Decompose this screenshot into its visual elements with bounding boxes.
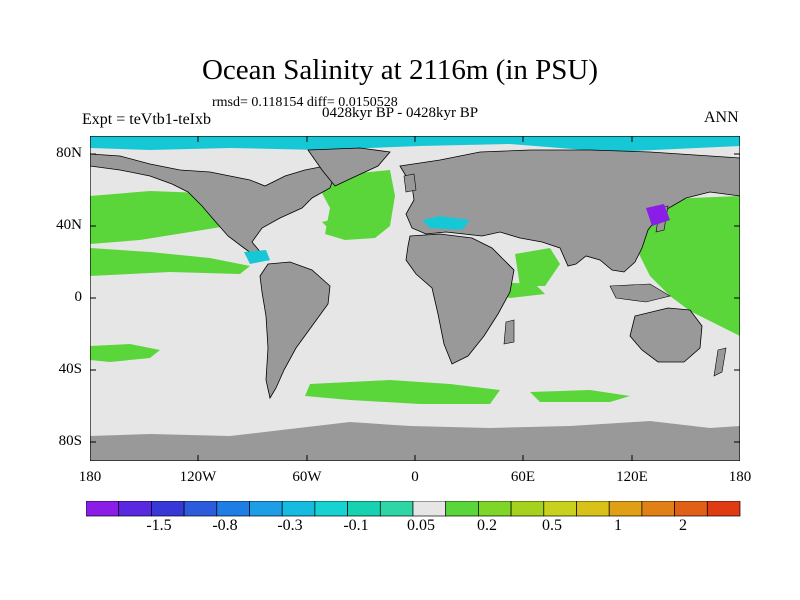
lon-label-180w: 180 [78,469,102,485]
land-indonesia [609,283,671,303]
arabian-sea-positive [515,248,560,286]
lon-label-0: 0 [411,469,419,485]
land-eurasia [399,149,740,273]
arctic-region [90,136,740,152]
colorbar-swatch [347,501,381,517]
land-north-america [90,153,336,261]
colorbar-label: -0.3 [277,517,303,534]
colorbar-swatch [706,501,741,517]
colorbar-label: 2 [679,517,687,534]
colorbar-swatch [478,501,512,517]
land-british-isles [403,173,417,193]
land-south-america [259,261,331,400]
land-madagascar [503,319,515,345]
southern-ocean-positive [305,380,500,404]
colorbar-swatch [118,501,152,517]
colorbar-label: -1.5 [146,517,172,534]
colorbar-swatch [249,501,283,517]
lon-label-120w: 120W [179,469,217,485]
land-greenland [307,147,391,187]
colorbar-swatch [608,501,643,517]
colorbar-swatch [314,501,348,517]
stats-line: rmsd= 0.118154 diff= 0.0150528 [212,95,398,110]
japan-sea-negative [646,204,670,226]
colorbar-swatch [510,501,545,517]
land-antarctica [90,421,740,461]
lon-label-180e: 180 [728,469,752,485]
south-pacific-positive [90,344,160,362]
colorbar-swatch [216,501,250,517]
mediterranean-negative [422,216,470,230]
colorbar-label: 0.2 [477,517,497,534]
colorbar [86,501,741,517]
experiment-label: Expt = teVtb1-teIxb [82,111,211,128]
southern-ocean-positive-2 [530,390,630,402]
colorbar-label: 0.5 [542,517,562,534]
colorbar-swatch [641,501,675,517]
colorbar-label: -0.1 [343,517,369,534]
colorbar-swatch [674,501,708,517]
colorbar-label: 0.05 [407,517,435,534]
colorbar-swatch [183,501,218,517]
tropical-pacific-positive [90,248,250,276]
colorbar-swatch [543,501,577,517]
period-label: 0428kyr BP - 0428kyr BP [322,105,479,121]
lon-label-120e: 120E [616,469,648,485]
colorbar-swatch [151,501,185,517]
colorbar-swatch [379,501,414,517]
colorbar-swatch [445,501,479,517]
plot-title: Ocean Salinity at 2116m (in PSU) [201,54,599,86]
lon-label-60w: 60W [292,469,322,485]
lat-label-80n: 80N [56,145,82,161]
land-africa [405,233,515,365]
colorbar-swatch [412,501,447,517]
tick-marks [90,136,740,461]
season-label: ANN [704,109,739,126]
map-svg [90,136,740,461]
land-australia [629,307,703,363]
salinity-map [90,136,740,461]
colorbar-swatch [86,501,120,517]
colorbar-swatch [281,501,316,517]
colorbar-label: 1 [614,517,622,534]
lat-label-80s: 80S [58,433,82,449]
caribbean-negative [244,250,270,264]
gulf-positive [322,216,358,234]
colorbar-label: -0.8 [212,517,238,534]
lon-label-60e: 60E [510,469,536,485]
land-new-zealand [713,347,727,377]
lat-label-0: 0 [74,289,83,305]
colorbar-swatch [576,501,610,517]
lat-label-40n: 40N [56,217,82,233]
lat-label-40s: 40S [58,361,82,377]
